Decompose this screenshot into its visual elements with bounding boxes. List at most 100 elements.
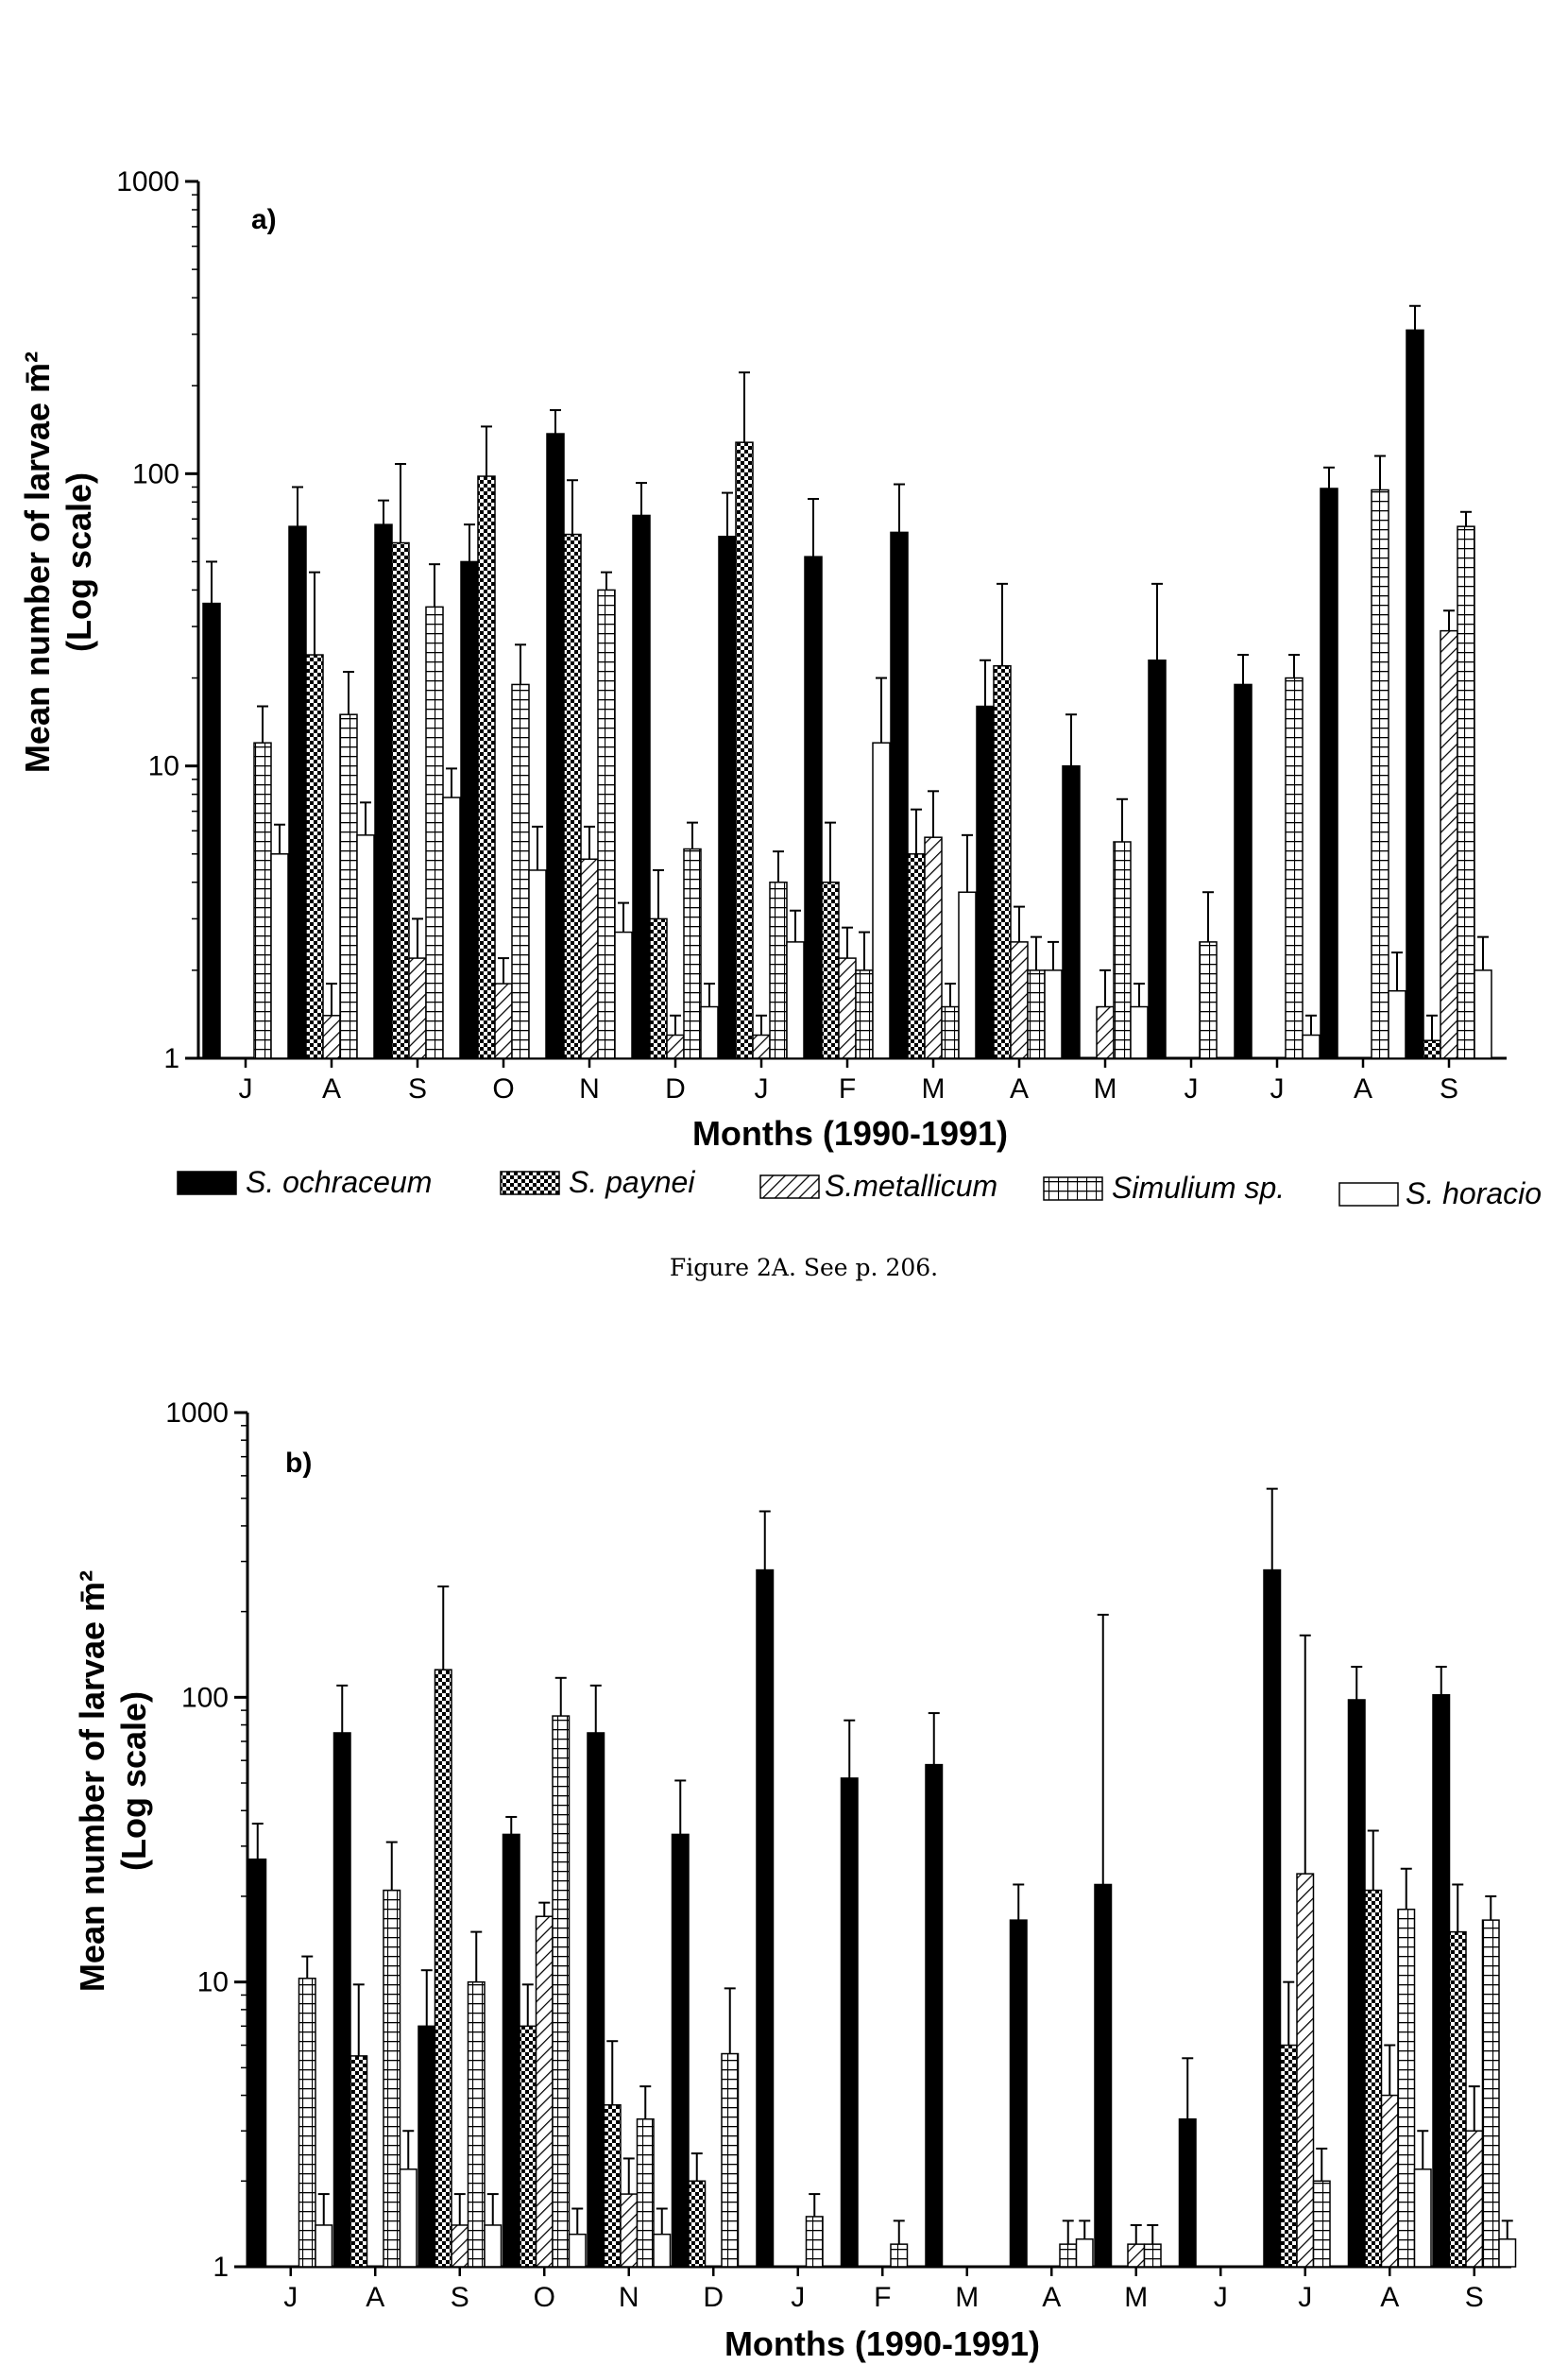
bar-hor — [1044, 969, 1063, 1059]
x-tick-label: N — [579, 1073, 600, 1105]
y-tick-label: 1000 — [116, 166, 179, 197]
bar-hor — [1474, 969, 1492, 1059]
bar-pay — [907, 853, 926, 1059]
bar-pay — [349, 2055, 368, 2268]
bar-och — [460, 560, 479, 1059]
bar-sim — [1027, 969, 1046, 1059]
bar-pay — [305, 654, 324, 1059]
bar-met — [322, 1015, 341, 1059]
bar-met — [620, 2193, 639, 2268]
bar-sim — [511, 683, 530, 1059]
panel-a-plot: 1 10 100 1000 J A S O N D J F M A M J J A S — [116, 166, 1507, 1105]
x-tick-label: A — [1010, 1073, 1029, 1105]
bar-sim — [552, 1715, 571, 2268]
legend-swatch-ochraceum — [177, 1171, 237, 1195]
bar-sim — [253, 742, 272, 1059]
bar-met — [838, 957, 857, 1059]
bar-sim — [1113, 841, 1132, 1059]
bar-och — [1234, 683, 1253, 1059]
bar-och — [925, 1763, 944, 2268]
bar-hor — [270, 853, 289, 1059]
bar-pay — [688, 2180, 707, 2268]
bar-hor — [442, 797, 461, 1059]
bar-hor — [786, 941, 805, 1059]
x-tick-label: A — [366, 2282, 384, 2313]
legend-label-horacio: S. horacio — [1406, 1176, 1542, 1210]
x-tick-label: M — [955, 2282, 979, 2313]
bar-pay — [391, 541, 410, 1059]
x-tick-label: F — [839, 1073, 856, 1105]
legend-label-metallicum: S.metallicum — [825, 1169, 997, 1203]
bar-och — [804, 556, 823, 1059]
bar-hor — [1130, 1005, 1149, 1059]
panel-a-ylabel-line1: Mean number of larvae m̄² — [18, 351, 57, 773]
x-tick-label: J — [239, 1073, 253, 1105]
bar-sim — [1059, 2243, 1078, 2268]
bar-met — [408, 957, 427, 1059]
panel-a-xlabel: Months (1990-1991) — [692, 1114, 1008, 1153]
bar-sim — [1481, 1919, 1500, 2268]
bar-sim — [298, 1978, 316, 2268]
bar-met — [1127, 2243, 1146, 2268]
bar-sim — [383, 1889, 401, 2268]
y-tick-label: 10 — [148, 751, 179, 782]
bar-met — [1465, 2130, 1484, 2268]
bar-hor — [399, 2168, 418, 2268]
bar-sim — [805, 2216, 824, 2268]
x-tick-label: D — [703, 2282, 724, 2313]
bar-och — [756, 1568, 775, 2268]
bar-och — [1148, 660, 1167, 1059]
bar-och — [671, 1833, 690, 2268]
bar-sim — [890, 2243, 909, 2268]
bar-sim — [721, 2052, 740, 2268]
bar-och — [976, 705, 995, 1059]
bar-sim — [1457, 525, 1475, 1059]
bar-och — [1347, 1699, 1366, 2268]
panel-b-label: b) — [285, 1448, 312, 1479]
bar-hor — [315, 2224, 333, 2268]
x-tick-label: A — [1380, 2282, 1399, 2313]
bar-met — [924, 836, 943, 1059]
bar-met — [580, 858, 599, 1059]
x-tick-label: M — [1094, 1073, 1117, 1105]
x-tick-label: F — [874, 2282, 891, 2313]
y-tick-label: 1 — [163, 1043, 179, 1074]
bar-met — [1096, 1005, 1115, 1059]
bar-met — [1296, 1873, 1315, 2268]
bar-och — [202, 602, 221, 1059]
bar-och — [418, 2025, 436, 2268]
x-tick-label: S — [451, 2282, 469, 2313]
bar-sim — [1312, 2180, 1331, 2268]
bar-sim — [1143, 2243, 1162, 2268]
bar-sim — [1199, 941, 1218, 1059]
panel-b-plot: 1 10 100 1000 J A S O N D J F M A M J J A S — [165, 1397, 1517, 2313]
x-tick-label: J — [1270, 1073, 1285, 1105]
bar-pay — [993, 664, 1012, 1059]
y-tick-label: 100 — [181, 1682, 229, 1713]
bar-pay — [821, 882, 840, 1059]
bar-pay — [434, 1669, 452, 2268]
x-tick-label: A — [1354, 1073, 1372, 1105]
bar-pay — [477, 475, 496, 1059]
panel-b-ylabel-line2: (Log scale) — [114, 1691, 153, 1871]
x-tick-label: J — [283, 2282, 298, 2313]
panel-b-xlabel: Months (1990-1991) — [724, 2324, 1040, 2363]
bar-och — [1263, 1568, 1282, 2268]
x-tick-label: S — [1465, 2282, 1484, 2313]
bar-pay — [563, 533, 582, 1059]
figure-caption: Figure 2A. See p. 206. — [670, 1254, 938, 1281]
bar-och — [248, 1858, 267, 2268]
y-tick-label: 100 — [132, 458, 179, 489]
bar-hor — [1302, 1034, 1321, 1059]
bar-sim — [683, 848, 702, 1059]
bar-hor — [614, 931, 633, 1059]
x-tick-label: D — [665, 1073, 686, 1105]
x-tick-label: J — [1298, 2282, 1312, 2313]
bar-sim — [1371, 488, 1389, 1059]
legend-swatch-simulium — [1043, 1176, 1103, 1201]
bar-och — [840, 1777, 859, 2268]
legend-label-simulium: Simulium sp. — [1112, 1171, 1285, 1205]
bar-pay — [649, 917, 668, 1059]
bar-och — [890, 531, 909, 1059]
bar-hor — [1388, 989, 1406, 1059]
